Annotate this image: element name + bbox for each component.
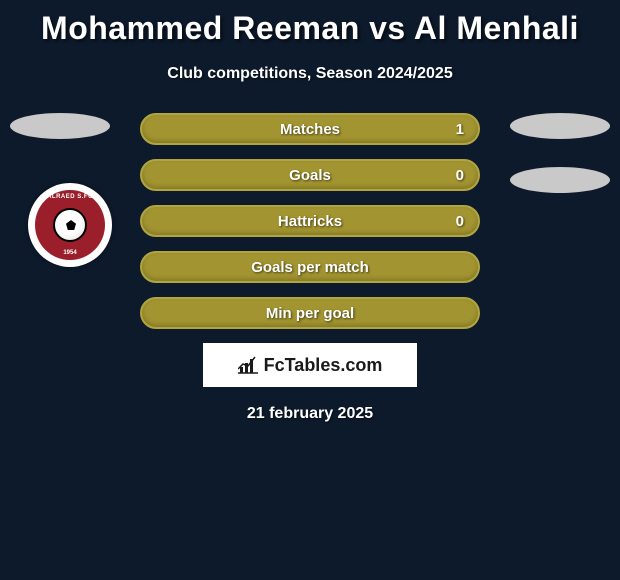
club-badge-inner: ALRAED S.FC 1954 bbox=[35, 190, 105, 260]
badge-bottom-text: 1954 bbox=[63, 250, 76, 256]
stat-label: Hattricks bbox=[278, 213, 342, 230]
subtitle: Club competitions, Season 2024/2025 bbox=[0, 65, 620, 83]
stat-label: Goals per match bbox=[251, 259, 369, 276]
stat-bars: Matches 1 Goals 0 Hattricks 0 Goals per … bbox=[140, 113, 480, 329]
stat-bar-goals-per-match: Goals per match bbox=[140, 251, 480, 283]
stat-bar-matches: Matches 1 bbox=[140, 113, 480, 145]
stat-bar-min-per-goal: Min per goal bbox=[140, 297, 480, 329]
player-right-placeholder-1 bbox=[510, 113, 610, 139]
stat-bar-hattricks: Hattricks 0 bbox=[140, 205, 480, 237]
football-icon bbox=[53, 208, 87, 242]
logo-text: FcTables.com bbox=[264, 355, 383, 376]
fctables-logo: FcTables.com bbox=[203, 343, 417, 387]
player-right-placeholder-2 bbox=[510, 167, 610, 193]
stat-value: 1 bbox=[456, 121, 464, 138]
stat-label: Matches bbox=[280, 121, 340, 138]
date-label: 21 february 2025 bbox=[0, 405, 620, 423]
stat-label: Min per goal bbox=[266, 305, 354, 322]
stat-label: Goals bbox=[289, 167, 331, 184]
club-badge: ALRAED S.FC 1954 bbox=[28, 183, 112, 267]
bar-chart-icon bbox=[238, 355, 260, 375]
badge-top-text: ALRAED S.FC bbox=[47, 194, 93, 200]
stat-value: 0 bbox=[456, 167, 464, 184]
stat-value: 0 bbox=[456, 213, 464, 230]
stat-bar-goals: Goals 0 bbox=[140, 159, 480, 191]
player-left-placeholder bbox=[10, 113, 110, 139]
comparison-panel: ALRAED S.FC 1954 Matches 1 Goals 0 Hattr… bbox=[0, 113, 620, 423]
page-title: Mohammed Reeman vs Al Menhali bbox=[0, 0, 620, 47]
